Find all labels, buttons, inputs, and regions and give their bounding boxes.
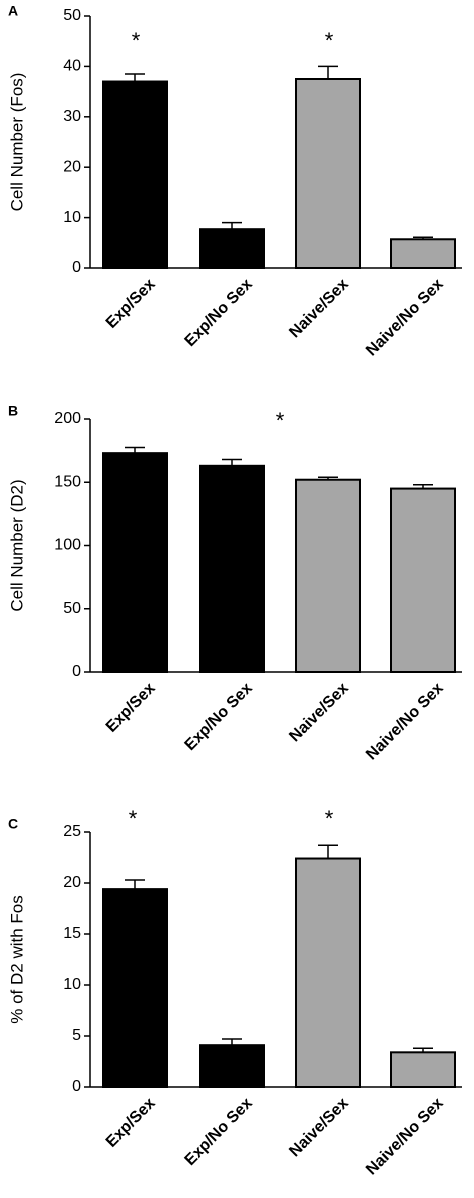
panel-label: A [8,3,18,19]
y-tick-label: 20 [63,158,81,175]
significance-marker: * [129,806,138,831]
bar [295,78,361,269]
significance-marker: * [325,28,334,53]
x-tick-label: Exp/Sex [103,680,159,736]
y-tick-label: 0 [72,663,81,680]
x-tick-label: Exp/No Sex [182,680,256,754]
panel-label: B [8,403,18,419]
y-tick-label: 150 [54,473,81,490]
y-tick-label: 20 [63,874,81,891]
y-tick-label: 100 [54,537,81,554]
bar [199,228,265,269]
x-tick-label: Exp/No Sex [182,1095,256,1169]
y-tick-label: 5 [72,1027,81,1044]
bar [390,238,456,270]
y-tick-label: 0 [72,1078,81,1095]
x-tick-label: Exp/No Sex [182,276,256,350]
y-tick-label: 10 [63,209,81,226]
significance-marker: * [276,408,285,433]
bar [199,464,265,673]
x-tick-label: Exp/Sex [103,1095,159,1151]
y-tick-label: 15 [63,925,81,942]
y-tick-label: 10 [63,976,81,993]
bar [295,857,361,1089]
x-tick-label: Naive/Sex [286,276,352,342]
x-tick-label: Exp/Sex [103,276,159,332]
bar [102,452,168,673]
x-tick-label: Naive/Sex [286,1095,352,1161]
bar [102,80,168,269]
bar [102,888,168,1088]
bar [295,478,361,673]
y-axis-label: Cell Number (Fos) [7,73,26,212]
y-tick-label: 25 [63,823,81,840]
bar [390,487,456,674]
y-axis-label: % of D2 with Fos [7,895,26,1024]
y-tick-label: 30 [63,108,81,125]
significance-marker: * [132,28,141,53]
x-tick-label: Naive/No Sex [363,276,447,360]
x-tick-label: Naive/No Sex [363,680,447,764]
bar [199,1044,265,1089]
y-tick-label: 200 [54,410,81,427]
y-tick-label: 50 [63,600,81,617]
y-tick-label: 0 [72,259,81,276]
significance-marker: * [325,806,334,831]
panel-label: C [8,816,18,832]
y-tick-label: 40 [63,58,81,75]
x-tick-label: Naive/Sex [286,680,352,746]
bar [390,1051,456,1088]
y-axis-label: Cell Number (D2) [7,479,26,611]
x-tick-label: Naive/No Sex [363,1095,447,1179]
y-tick-label: 50 [63,7,81,24]
